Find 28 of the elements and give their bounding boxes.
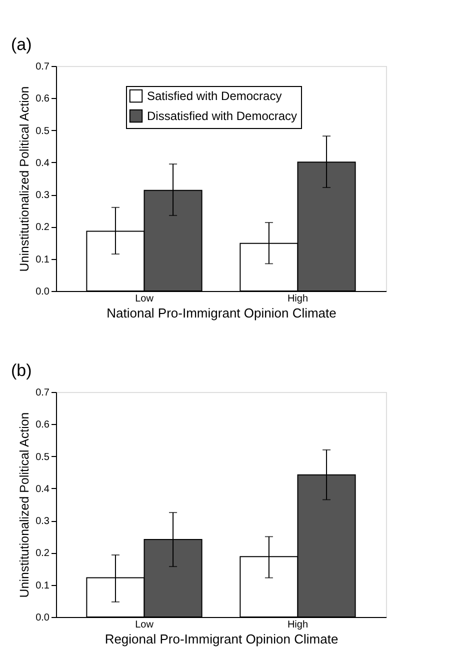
- x-tick-label: High: [287, 294, 308, 304]
- y-tick-label: 0.7: [36, 62, 50, 72]
- y-axis-title: Uninstitutionalized Political Action: [18, 412, 32, 598]
- x-tick-label: Low: [135, 620, 154, 630]
- x-axis-title: Regional Pro-Immigrant Opinion Climate: [104, 632, 338, 646]
- y-tick-label: 0.4: [36, 158, 50, 169]
- y-tick-label: 0.6: [36, 420, 50, 431]
- y-tick-label: 0.1: [36, 580, 50, 592]
- y-tick-label: 0.7: [36, 388, 50, 398]
- y-tick-label: 0.2: [36, 222, 50, 234]
- y-tick-label: 0.4: [36, 484, 50, 495]
- text: (b): [11, 361, 32, 380]
- y-tick-label: 0.0: [36, 612, 50, 624]
- y-tick-label: 0.5: [36, 452, 50, 463]
- y-tick-label: 0.3: [36, 516, 50, 528]
- y-tick-label: 0.5: [36, 126, 50, 137]
- y-tick-label: 0.6: [36, 94, 50, 105]
- legend-label: Dissatisfied with Democracy: [147, 109, 298, 123]
- y-tick-label: 0.2: [36, 548, 50, 560]
- y-tick-label: 0.3: [36, 190, 50, 202]
- x-axis-title: National Pro-Immigrant Opinion Climate: [106, 306, 336, 320]
- text: (a): [11, 35, 32, 54]
- y-axis-title: Uninstitutionalized Political Action: [18, 86, 32, 272]
- legend-label: Satisfied with Democracy: [147, 89, 282, 103]
- x-tick-label: Low: [135, 294, 154, 304]
- y-tick-label: 0.1: [36, 254, 50, 266]
- y-tick-label: 0.0: [36, 286, 50, 298]
- x-tick-label: High: [287, 620, 308, 630]
